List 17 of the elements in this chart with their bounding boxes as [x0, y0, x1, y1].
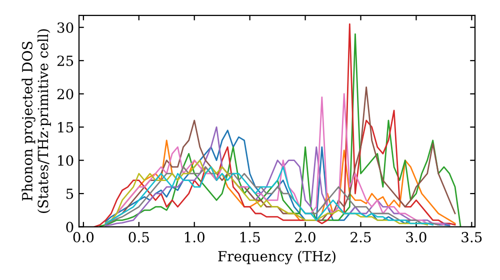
x-tick-label: 2.0 [295, 232, 316, 242]
x-axis-title: Frequency (THz) [218, 250, 336, 264]
x-tick-label: 1.0 [185, 232, 204, 242]
y-tick-label: 25 [57, 56, 74, 66]
y-tick-label: 5 [66, 188, 74, 200]
x-tick-label: 0.5 [128, 232, 149, 242]
y-tick-label: 15 [58, 122, 74, 133]
y-tick-label: 0 [66, 222, 74, 232]
x-tick-label: 3.5 [462, 232, 482, 242]
x-tick-label: 3.0 [406, 232, 426, 242]
y-axis-title: Phonon projected DOS (States/THz·primitive cell) [22, 29, 51, 213]
y-tick-label: 10 [58, 155, 74, 166]
x-tick-label: 2.5 [350, 232, 371, 242]
x-tick-label: 1.5 [240, 232, 260, 242]
x-tick-label: 0.0 [73, 232, 94, 242]
y-tick-label: 30 [58, 22, 74, 33]
y-tick-label: 20 [57, 88, 74, 100]
